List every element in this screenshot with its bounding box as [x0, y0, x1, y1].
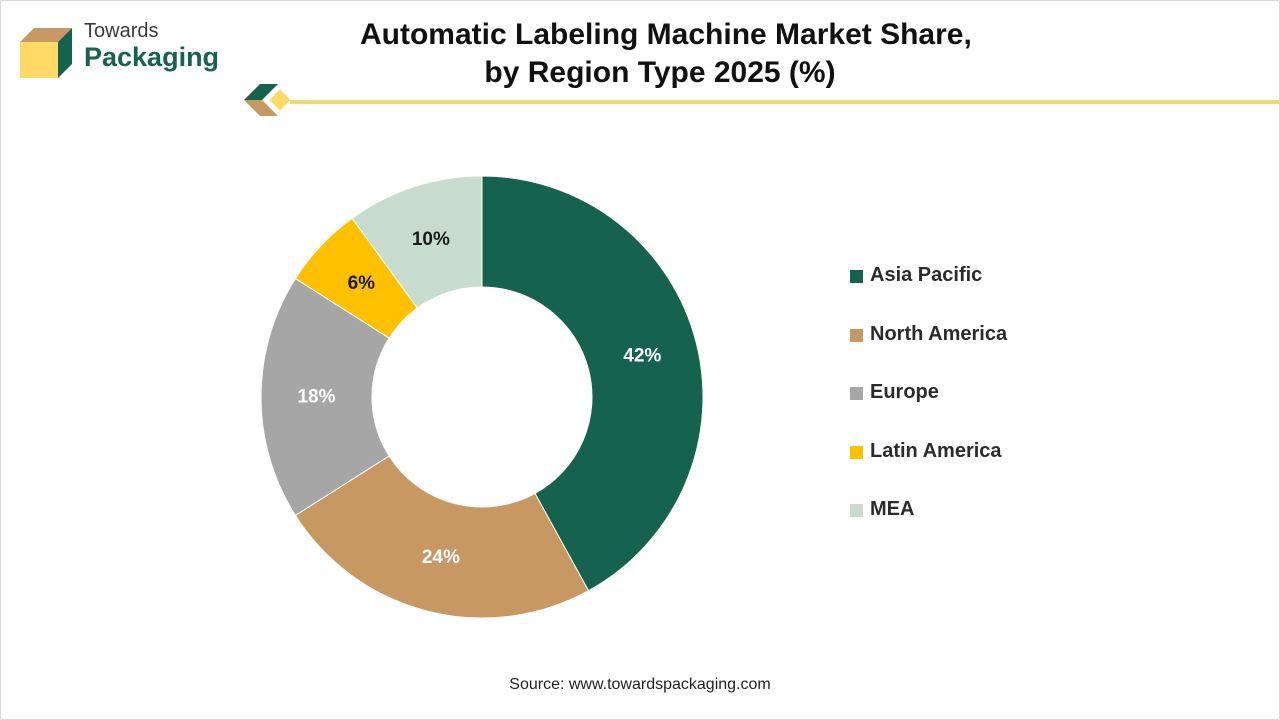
slice-europe [260, 277, 390, 517]
legend-swatch [850, 387, 863, 400]
legend-swatch [850, 270, 863, 283]
legend-label: Asia Pacific [870, 264, 983, 286]
data-label-latin-america: 6% [348, 273, 376, 294]
legend-label: Latin America [870, 439, 1002, 462]
slice-mea [351, 175, 483, 309]
legend-label: Europe [870, 381, 939, 403]
data-label-north-america: 24% [422, 547, 460, 568]
source-note: Source: www.towardspackaging.com [509, 676, 771, 693]
chart-title-line-1: Automatic Labeling Machine Market Share, [360, 18, 972, 51]
legend-swatch [850, 504, 863, 517]
legend-label: MEA [870, 498, 915, 520]
logo-text-packaging: Packaging [84, 42, 220, 72]
chart-title-line-2: by Region Type 2025 (%) [484, 56, 836, 89]
data-label-europe: 18% [297, 387, 335, 408]
diamond-accent-icon [244, 84, 294, 116]
legend-label: North America [870, 322, 1008, 345]
legend-swatch [850, 445, 863, 459]
logo-text-towards: Towards [84, 20, 159, 42]
slice-asia-pacific [481, 175, 704, 592]
title-underline-rule [290, 100, 1280, 104]
chart-title: Automatic Labeling Machine Market Share,… [360, 16, 972, 92]
data-label-mea: 10% [412, 229, 450, 250]
slice-north-america [294, 455, 590, 619]
box-logo-icon [20, 28, 72, 78]
data-label-asia-pacific: 42% [623, 345, 661, 366]
towards-packaging-logo: Towards Packaging [18, 18, 238, 82]
donut-chart: 42% 24% 18% 6% 10% [260, 175, 704, 619]
legend-swatch [850, 328, 863, 342]
